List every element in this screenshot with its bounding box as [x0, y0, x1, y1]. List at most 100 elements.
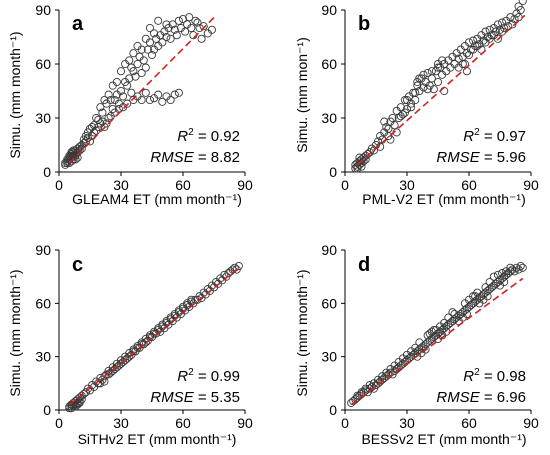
panel-a-point	[199, 22, 208, 31]
panel-a-point	[125, 56, 134, 65]
panel-a-point	[98, 117, 107, 126]
panel-d-x-tick-label: 90	[523, 415, 539, 431]
panel-a-x-tick-label: 0	[55, 177, 63, 193]
panel-c-letter: c	[72, 254, 83, 276]
panel-b-point	[469, 36, 478, 45]
panel-a-point	[75, 146, 84, 155]
panel-d-point	[512, 263, 521, 272]
panel-a-plot: 0 30 60 90 0 30 60 90	[35, 2, 253, 193]
panel-a-point	[174, 16, 183, 25]
panel-a-point	[162, 32, 171, 42]
panel-a-x-tick-label: 90	[237, 177, 253, 193]
panel-a-point	[141, 88, 150, 97]
panel-d-point	[427, 327, 436, 336]
panel-d-x-tick-label: 0	[341, 415, 349, 431]
panel-a-point	[207, 25, 216, 34]
panel-a-r2: R2 = 0.92	[177, 127, 240, 145]
panel-d-point	[460, 299, 469, 308]
panel-b-y-tick-label: 0	[329, 164, 337, 180]
panel-b-x-tick-label: 0	[341, 177, 349, 193]
panel-d-letter: d	[358, 254, 370, 276]
panel-a-point	[104, 113, 113, 123]
panel-a-point	[116, 86, 126, 96]
panel-d-plot: 0 30 60 90 0 30 60 90	[321, 242, 539, 431]
panel-b-point	[429, 85, 438, 94]
panel-c-x-tick-label: 60	[175, 415, 191, 431]
panel-b-rmse-label: RMSE	[436, 149, 480, 166]
panel-a-point	[137, 95, 146, 105]
panel-b-ylabel: Simu. (mm mon⁻¹)	[294, 37, 310, 153]
panel-a-point	[145, 95, 154, 105]
panel-b-point	[427, 67, 436, 76]
panel-d-y-tick-label: 30	[321, 349, 337, 365]
panel-c-y-tick-label: 90	[35, 242, 51, 258]
panel-a-x-tick-label: 30	[113, 177, 129, 193]
panel-b-point	[407, 103, 416, 112]
panel-b-point	[423, 85, 432, 94]
panel-b-point	[440, 86, 449, 96]
panel-a-point	[123, 81, 132, 90]
panel-d-r2-value: = 0.98	[480, 368, 526, 385]
panel-a-point	[129, 95, 138, 105]
panel-b-point	[506, 13, 515, 22]
panel-a-fit-line	[68, 14, 217, 164]
panel-b-plot: 0 30 60 90 0 30 60 90	[321, 0, 539, 193]
panel-d-x-tick-label: 30	[399, 415, 415, 431]
panel-a-y-tick-label: 0	[43, 164, 51, 180]
panel-a-point	[104, 90, 113, 99]
panel-a-point	[92, 113, 101, 123]
panel-b-point	[510, 14, 519, 24]
panel-d-point	[421, 345, 430, 354]
panel-a-rmse-label: RMSE	[150, 149, 194, 166]
panel-c-xlabel: SiTHv2 ET (mm month⁻¹)	[78, 431, 237, 447]
panel-a-point	[170, 90, 179, 99]
panel-a-point	[63, 155, 72, 164]
panel-a-point	[90, 128, 99, 137]
panel-d-point	[448, 308, 457, 317]
panel-b-point	[433, 77, 443, 87]
panel-b-r2: R2 = 0.97	[463, 127, 526, 145]
panel-b-point	[388, 113, 397, 123]
panel-c-rmse-label: RMSE	[150, 389, 194, 406]
panel-b-point	[460, 59, 469, 69]
panel-a-point	[166, 95, 175, 105]
panel-a-point	[96, 103, 105, 112]
panel-a-r2-value: = 0.92	[194, 128, 240, 145]
panel-a-point	[178, 14, 188, 24]
panel-b-point	[423, 68, 432, 78]
panel-a-point	[162, 20, 171, 29]
panel-b-point	[355, 153, 364, 162]
panel-a-point	[141, 63, 150, 72]
panel-c-y-tick-label: 60	[35, 295, 51, 311]
panel-b-point	[518, 0, 527, 6]
panel-d-rmse: RMSE = 6.96	[436, 389, 526, 406]
panel-b-point	[380, 117, 389, 126]
panel-c-point	[100, 377, 109, 386]
panel-b-point	[419, 83, 428, 92]
panel-b-point	[508, 20, 517, 29]
panel-b-point	[498, 18, 507, 27]
panel-b-point	[514, 2, 523, 11]
panel-b-point	[386, 135, 395, 144]
panel-a-r2-label: R	[177, 128, 188, 145]
panel-d-point	[462, 309, 471, 319]
panel-d-rmse-label: RMSE	[436, 389, 480, 406]
panel-b-r2-sup: 2	[474, 127, 480, 138]
panel-b-point	[390, 121, 399, 130]
panel-a-point	[158, 97, 167, 106]
panel-d-point	[506, 267, 515, 276]
panel-c-point	[141, 338, 150, 347]
panel-c: c Simu. (mm month⁻¹) SiTHv2 ET (mm month…	[7, 254, 240, 447]
panel-b-r2-label: R	[463, 128, 474, 145]
panel-b-y-tick-label: 90	[321, 2, 337, 18]
panel-d-point	[429, 325, 438, 335]
panel-c-point	[73, 400, 82, 409]
panel-b-point	[493, 20, 502, 29]
panel-b-point	[374, 137, 383, 146]
panel-b-point	[483, 32, 492, 42]
panel-b: b Simu. (mm mon⁻¹) PML-V2 ET (mm month⁻¹…	[294, 13, 526, 207]
panel-a-point	[98, 108, 107, 117]
panel-a-y-tick-label: 30	[35, 110, 51, 126]
panel-d-point	[440, 318, 449, 327]
